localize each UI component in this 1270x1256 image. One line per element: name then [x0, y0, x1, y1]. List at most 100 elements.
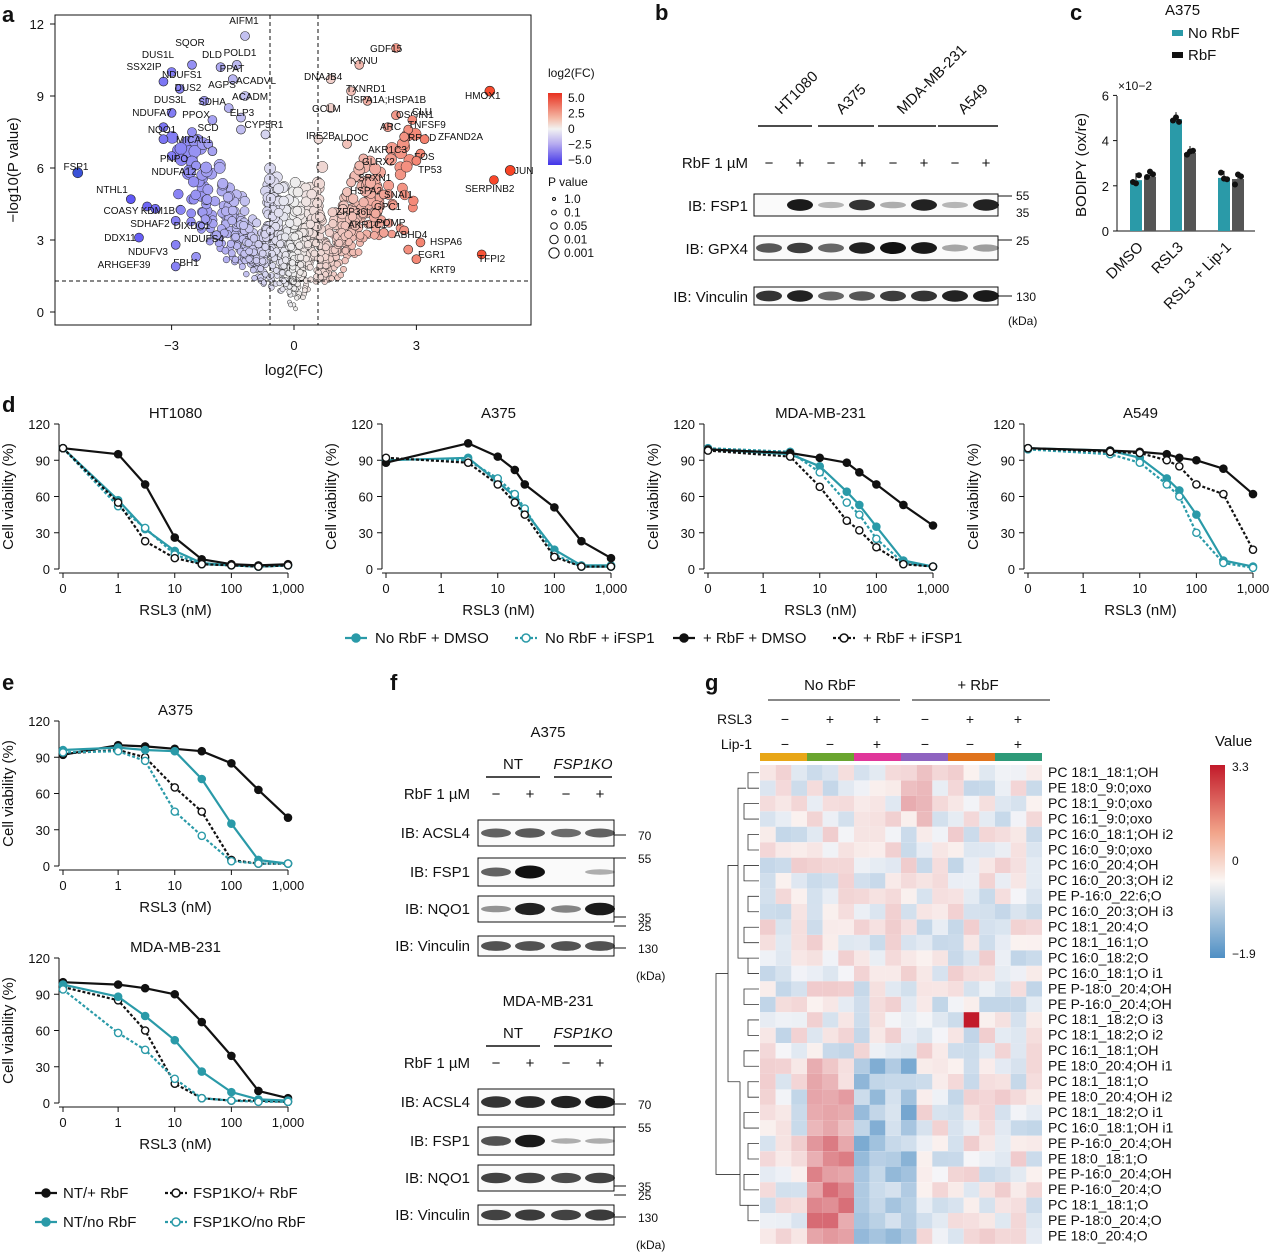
- gene-label: TNFSF9: [408, 120, 446, 131]
- volcano-point: [321, 243, 330, 252]
- legend-marker: [839, 633, 849, 643]
- heatmap-cell: [822, 1197, 839, 1213]
- gene-point-tnfsf9: [403, 124, 414, 135]
- value-colorbar: [1210, 765, 1225, 958]
- heatmap-cell: [901, 888, 917, 904]
- series-point: [197, 1093, 207, 1103]
- gene-label: CLU: [412, 107, 432, 118]
- gene-label: HSPA2: [350, 186, 382, 197]
- heatmap-cell: [916, 842, 933, 858]
- heatmap-cell: [995, 981, 1011, 997]
- volcano-point: [251, 275, 258, 282]
- blot-band: [818, 243, 844, 253]
- heatmap-cell: [807, 950, 823, 966]
- series-point: [493, 452, 503, 461]
- series-point: [510, 498, 520, 507]
- heatmap-cell: [775, 965, 792, 982]
- series-point: [815, 453, 825, 463]
- heatmap-cell: [1026, 795, 1042, 812]
- gene-label: ACADVL: [236, 76, 276, 87]
- y-tick-label: 0: [1008, 562, 1015, 577]
- series-point: [1192, 510, 1201, 519]
- series-point: [113, 1028, 123, 1038]
- data-dot: [1238, 173, 1244, 180]
- legend-marker: [521, 633, 531, 643]
- gene-label: KRT9: [430, 265, 456, 276]
- heatmap-cell: [775, 1058, 792, 1074]
- heatmap-cell: [822, 1043, 839, 1059]
- heatmap-cell: [822, 765, 839, 781]
- sign-label: +: [526, 1055, 535, 1072]
- heatmap-cell: [979, 935, 995, 951]
- heatmap-cell: [1026, 965, 1042, 982]
- heatmap-cell: [963, 1104, 980, 1121]
- series-point: [1105, 447, 1115, 457]
- panel-label-g: g: [705, 670, 718, 695]
- heatmap-cell: [995, 1135, 1011, 1152]
- heatmap-cell: [869, 888, 886, 904]
- panel-label-a: a: [2, 2, 15, 27]
- heatmap-cell: [854, 780, 870, 796]
- volcano-point: [252, 257, 260, 265]
- fc-tick-label: 2.5: [568, 107, 585, 121]
- gene-label: DLD: [202, 50, 222, 61]
- series-point: [254, 859, 263, 868]
- heatmap-cell: [1026, 857, 1042, 874]
- heatmap-cell: [869, 981, 886, 997]
- gene-label: JUN: [514, 166, 533, 177]
- heatmap-cell: [791, 1043, 807, 1059]
- gene-label: IRE2B: [306, 131, 335, 142]
- heatmap-cell: [854, 1120, 870, 1136]
- volcano-point: [252, 218, 262, 228]
- y-tick-label: 120: [673, 417, 695, 432]
- heatmap-cell: [854, 1213, 870, 1229]
- y-tick-label: 60: [681, 490, 695, 505]
- legend-swatch-no-rbf: [1172, 30, 1183, 36]
- heatmap-cell: [948, 1058, 964, 1074]
- heatmap-cell: [901, 904, 917, 920]
- heatmap-cell: [854, 919, 870, 935]
- heatmap-cell: [1026, 873, 1042, 889]
- heatmap-cell: [807, 873, 823, 889]
- heatmap-cell: [932, 1213, 948, 1229]
- heatmap-cell: [885, 780, 901, 796]
- gene-label: PNPO: [160, 154, 189, 165]
- bar-ylabel: BODIPY (ox/re): [1073, 113, 1090, 217]
- heatmap-cell: [775, 1213, 792, 1229]
- heatmap-cell: [1010, 1182, 1027, 1198]
- dose-chart-e2: MDA-MB-231 0 30 60 90 120 0 1 10 100 1,000 RSL3 (nM…: [0, 939, 304, 1153]
- heatmap-cell: [995, 1043, 1011, 1059]
- heatmap-cell: [775, 1228, 792, 1244]
- blot-band: [515, 1134, 545, 1148]
- gene-label: ARHGEF39: [98, 260, 151, 271]
- heatmap-cell: [995, 1027, 1011, 1044]
- chart-title: MDA-MB-231: [130, 939, 221, 956]
- series-point: [855, 500, 864, 510]
- blot-band: [585, 941, 615, 951]
- heatmap-cell: [963, 1182, 980, 1198]
- gene-point-sdha: [207, 115, 218, 125]
- heatmap-cell: [807, 935, 823, 951]
- heatmap-cell: [995, 965, 1011, 982]
- series-line: [707, 448, 934, 568]
- x-tick-label: 100: [544, 581, 566, 596]
- gene-label: NTHL1: [96, 185, 128, 196]
- heatmap-cell: [854, 1151, 870, 1167]
- heatmap-cell: [838, 1058, 854, 1074]
- heatmap-cell: [1026, 1043, 1042, 1059]
- x-tick-label: 1: [760, 581, 767, 596]
- heatmap-cell: [1026, 1012, 1042, 1028]
- chart-title: HT1080: [149, 405, 202, 422]
- heatmap-cell: [854, 873, 870, 889]
- blot-band: [515, 941, 545, 951]
- heatmap-cell: [916, 1058, 933, 1074]
- gene-point-tp53: [411, 156, 422, 166]
- gene-label: ELP3: [230, 108, 255, 119]
- blot-band: [551, 905, 581, 913]
- blot-row-label: IB: NQO1: [405, 901, 470, 918]
- heatmap-cell: [775, 1043, 792, 1059]
- lipid-label: PE P-16:0_20:4;OH: [1048, 1135, 1172, 1151]
- volcano-point: [244, 239, 253, 248]
- blot-row-label: IB: ACSL4: [401, 825, 470, 842]
